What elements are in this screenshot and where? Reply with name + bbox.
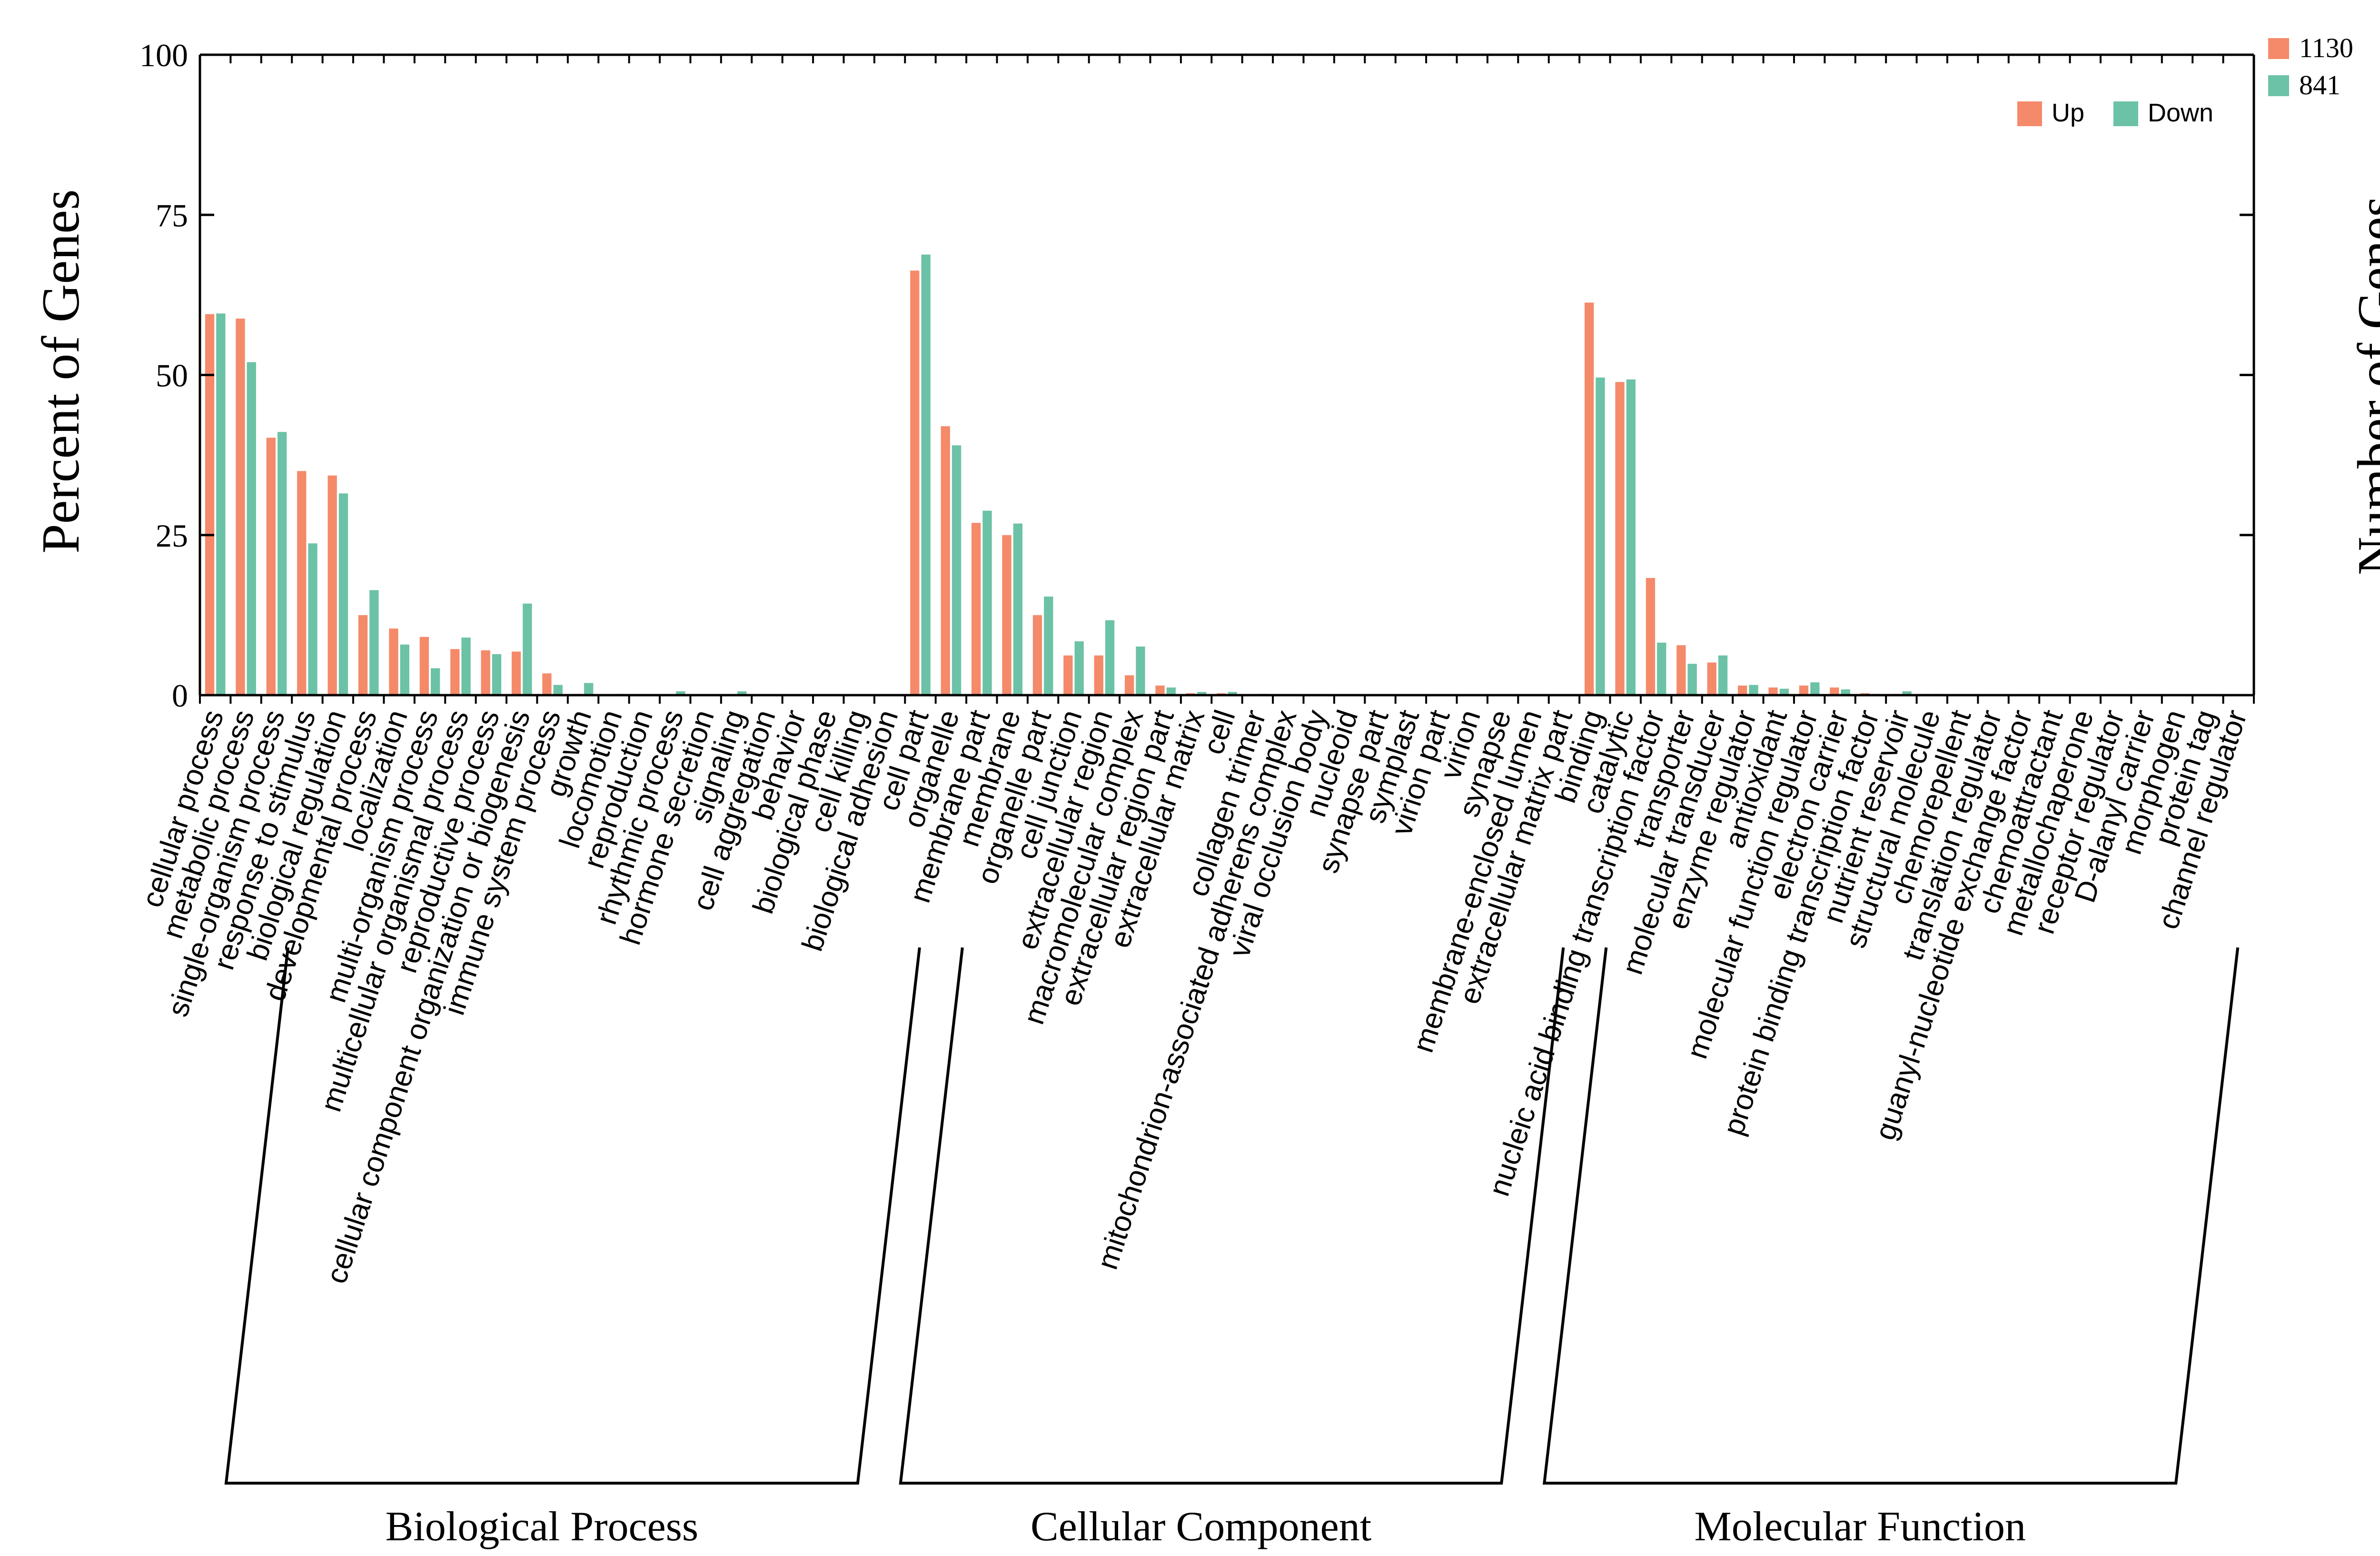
bar-down-extracellular-matrix (1197, 692, 1207, 695)
bar-down-extracellular-region (1105, 620, 1115, 695)
bar-down-developmental-process (369, 590, 379, 695)
bar-up-catalytic (1615, 382, 1625, 695)
group-brackets-layer: Biological Process Cellular Component Mole… (224, 947, 2240, 1550)
y-tick-label-25: 25 (156, 518, 188, 554)
bar-down-molecular-transducer (1718, 655, 1728, 695)
bar-up-nucleic-acid-binding-transcription-factor (1646, 578, 1656, 695)
group-label-cellular-component: Cellular Component (1031, 1504, 1371, 1550)
bar-down-organelle-part (1044, 596, 1053, 695)
y-tick-label-75: 75 (156, 197, 188, 233)
bar-up-membrane (1002, 535, 1012, 696)
right-tick-down-count: 841 (2299, 70, 2340, 100)
bar-down-signaling (737, 691, 747, 695)
bar-down-cell-part (921, 254, 931, 695)
bar-down-membrane-part (982, 510, 992, 695)
group-label-molecular-function: Molecular Function (1695, 1504, 2026, 1550)
bar-down-catalytic (1626, 379, 1636, 695)
bar-down-macromolecular-complex (1136, 646, 1145, 695)
bar-down-reproductive-process (492, 654, 502, 695)
axis-layer: 0 25 50 75 100 (139, 37, 2255, 714)
bar-down-growth (584, 683, 594, 695)
y-tick-label-100: 100 (139, 37, 188, 73)
bar-up-response-to-stimulus (297, 471, 307, 696)
bar-down-cellular-component-organization-or-biogenesis (523, 603, 532, 695)
right-swatch-up (2268, 38, 2289, 59)
bar-down-multicellular-organismal-process (461, 638, 471, 695)
bar-up-cell-part (910, 270, 920, 695)
bar-down-membrane (1013, 523, 1022, 695)
bar-up-cell-junction (1063, 655, 1073, 695)
bar-up-multicellular-organismal-process (450, 649, 460, 695)
bar-up-multi-organism-process (419, 637, 429, 695)
y-tick-label-0: 0 (172, 678, 188, 714)
y-tick-label-50: 50 (156, 358, 188, 394)
bar-down-cellular-process (216, 313, 226, 695)
bar-up-developmental-process (358, 615, 368, 695)
group-label-biological-process: Biological Process (386, 1504, 698, 1550)
bar-up-membrane-part (972, 523, 981, 695)
right-tick-up-count: 1130 (2299, 32, 2353, 63)
bar-down-metabolic-process (247, 362, 256, 695)
bar-down-localization (400, 644, 409, 695)
legend-swatch-up (2017, 101, 2042, 126)
right-swatch-down (2268, 75, 2289, 96)
legend-swatch-down (2113, 101, 2138, 126)
bar-down-transporter (1687, 664, 1697, 695)
legend-label-down: Down (2148, 99, 2213, 127)
bar-up-extracellular-region (1094, 655, 1103, 695)
y-axis-title-right: Number of Genes (2347, 196, 2380, 575)
bar-down-multi-organism-process (431, 668, 440, 695)
bar-down-response-to-stimulus (308, 543, 317, 695)
bar-up-cellular-process (205, 314, 215, 695)
bar-up-molecular-function-regulator (1799, 685, 1809, 695)
bar-down-immune-system-process (553, 685, 563, 695)
bar-up-electron-carrier (1830, 687, 1839, 695)
bar-up-antioxidant (1768, 687, 1778, 695)
legend: Up Down (2017, 99, 2213, 127)
bar-down-extracellular-region-part (1166, 687, 1176, 695)
bar-up-enzyme-regulator (1738, 685, 1747, 695)
bar-down-biological-regulation (338, 493, 348, 695)
group-bracket-cellular-component (899, 947, 1565, 1485)
bar-down-nucleic-acid-binding-transcription-factor (1657, 642, 1666, 695)
bar-up-single-organism-process (266, 438, 276, 695)
bar-down-nutrient-reservoir (1902, 691, 1912, 695)
y-axis-title-left: Percent of Genes (31, 189, 90, 553)
bar-up-cellular-component-organization-or-biogenesis (511, 651, 521, 695)
bar-down-electron-carrier (1841, 689, 1850, 695)
bar-down-enzyme-regulator (1749, 685, 1758, 695)
group-bracket-molecular-function (1542, 947, 2240, 1485)
bar-down-cell-junction (1074, 641, 1084, 695)
bar-up-metabolic-process (236, 319, 245, 695)
bar-up-organelle (941, 426, 950, 695)
bar-down-rhythmic-process (676, 691, 685, 695)
bar-up-extracellular-region-part (1155, 685, 1165, 695)
bar-up-reproductive-process (481, 650, 490, 695)
legend-label-up: Up (2052, 99, 2084, 127)
bar-down-cell (1228, 692, 1237, 695)
bar-up-biological-regulation (327, 475, 337, 695)
bar-up-molecular-transducer (1707, 662, 1716, 695)
bar-down-single-organism-process (278, 432, 287, 695)
group-bracket-biological-process (224, 947, 921, 1485)
bar-up-binding (1585, 302, 1594, 695)
bar-up-transporter (1676, 645, 1686, 695)
bar-down-molecular-function-regulator (1810, 682, 1820, 695)
bar-up-macromolecular-complex (1125, 675, 1134, 695)
bar-down-organelle (952, 445, 962, 695)
bar-up-localization (389, 628, 398, 695)
bar-up-immune-system-process (542, 673, 552, 695)
right-axis-legend: 1130 841 (2268, 32, 2353, 100)
bar-up-organelle-part (1032, 615, 1042, 695)
bar-down-antioxidant (1779, 688, 1789, 695)
bar-down-binding (1596, 377, 1605, 695)
bars-layer (205, 254, 2249, 696)
